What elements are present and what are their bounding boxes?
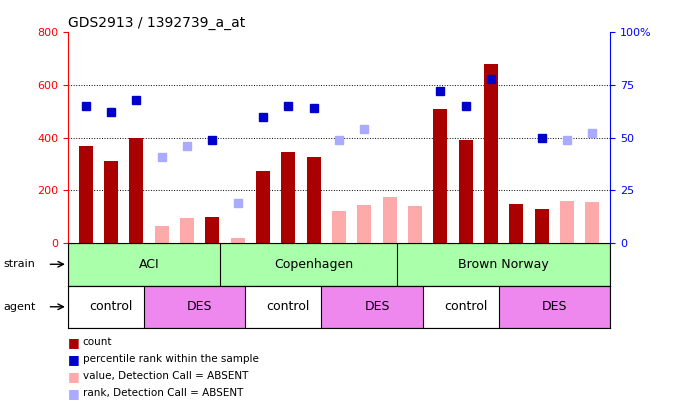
Bar	[459, 140, 473, 243]
Text: value, Detection Call = ABSENT: value, Detection Call = ABSENT	[83, 371, 248, 381]
Text: percentile rank within the sample: percentile rank within the sample	[83, 354, 258, 364]
Text: DES: DES	[187, 300, 212, 313]
Bar	[144, 286, 256, 328]
Bar	[332, 211, 346, 243]
Bar	[321, 286, 433, 328]
Bar	[129, 138, 143, 243]
Text: ACI: ACI	[138, 258, 159, 271]
Text: ■: ■	[68, 336, 79, 349]
Text: DES: DES	[542, 300, 567, 313]
Text: strain: strain	[3, 259, 35, 269]
Bar	[245, 286, 332, 328]
Text: control: control	[89, 300, 133, 313]
Bar	[433, 109, 447, 243]
Text: count: count	[83, 337, 113, 347]
Text: control: control	[266, 300, 310, 313]
Text: control: control	[444, 300, 487, 313]
Bar	[408, 206, 422, 243]
Bar	[155, 226, 169, 243]
Bar	[104, 161, 118, 243]
Bar	[281, 152, 296, 243]
Bar	[560, 201, 574, 243]
Bar	[231, 238, 245, 243]
Bar	[535, 209, 549, 243]
Bar	[79, 146, 92, 243]
Bar	[256, 171, 270, 243]
Bar	[382, 197, 397, 243]
Text: Copenhagen: Copenhagen	[274, 258, 353, 271]
Text: ■: ■	[68, 370, 79, 383]
Text: DES: DES	[364, 300, 390, 313]
Bar	[499, 286, 610, 328]
Text: ■: ■	[68, 353, 79, 366]
Bar	[586, 202, 599, 243]
Bar	[509, 203, 523, 243]
Bar	[205, 217, 219, 243]
Text: agent: agent	[3, 302, 36, 311]
Bar	[68, 286, 154, 328]
Bar	[180, 218, 194, 243]
Bar	[484, 64, 498, 243]
Text: Brown Norway: Brown Norway	[458, 258, 549, 271]
Text: GDS2913 / 1392739_a_at: GDS2913 / 1392739_a_at	[68, 16, 245, 30]
Bar	[68, 243, 230, 286]
Text: rank, Detection Call = ABSENT: rank, Detection Call = ABSENT	[83, 388, 243, 398]
Bar	[220, 243, 407, 286]
Bar	[422, 286, 508, 328]
Text: ■: ■	[68, 387, 79, 400]
Bar	[397, 243, 610, 286]
Bar	[306, 158, 321, 243]
Bar	[357, 205, 372, 243]
